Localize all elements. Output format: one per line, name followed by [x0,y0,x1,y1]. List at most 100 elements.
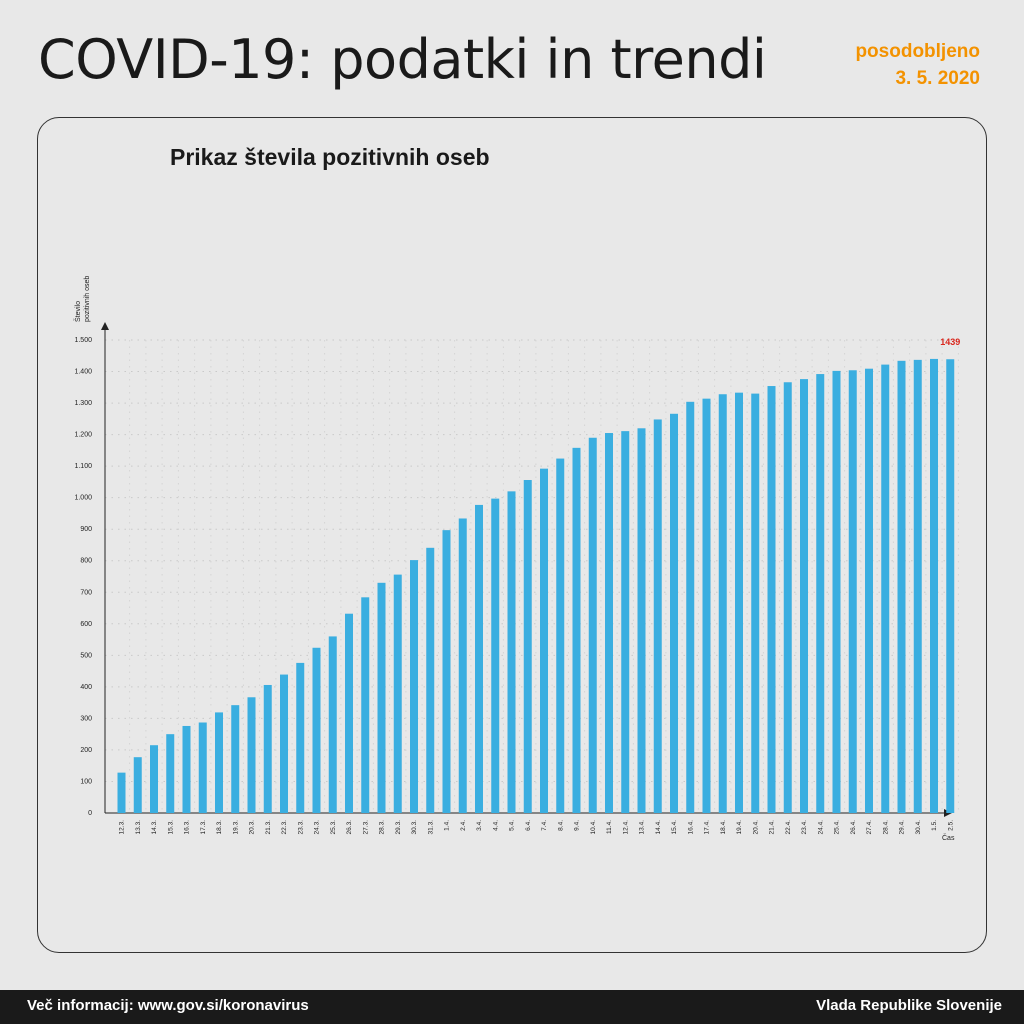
x-tick-label: 21.3. [265,820,272,835]
bar [881,364,890,813]
x-tick-label: 13.3. [135,820,142,835]
y-axis-label: Število [73,301,82,322]
x-tick-label: 7.4. [541,820,548,831]
x-tick-label: 3.4. [476,820,483,831]
x-tick-label: 19.4. [736,820,743,835]
bar [442,530,451,813]
x-tick-label: 16.3. [184,820,191,835]
x-tick-label: 18.3. [216,820,223,835]
bar [328,636,337,813]
x-tick-label: 27.3. [362,820,369,835]
bar [312,647,321,813]
x-tick-label: 12.3. [119,820,126,835]
bar [621,431,630,813]
x-tick-label: 14.4. [655,820,662,835]
x-tick-label: 8.4. [557,820,564,831]
bar [133,757,142,813]
page-title: COVID-19: podatki in trendi [38,28,767,91]
x-tick-label: 22.3. [281,820,288,835]
bar [946,359,955,813]
bar [816,374,825,813]
x-tick-label: 29.3. [395,820,402,835]
bar [117,772,126,813]
x-tick-label: 26.4. [850,820,857,835]
x-tick-label: 24.4. [817,820,824,835]
x-tick-label: 27.4. [866,820,873,835]
x-tick-label: 17.3. [200,820,207,835]
x-axis-label: Čas [942,833,955,842]
bar [540,468,548,813]
y-tick-label: 800 [80,558,92,565]
y-tick-label: 400 [80,684,92,691]
y-tick-label: 1.400 [74,369,92,376]
bar [767,386,776,813]
bar [637,428,646,813]
bar [523,480,532,813]
bar [426,547,435,813]
x-tick-label: 23.4. [801,820,808,835]
x-tick-label: 14.3. [151,820,158,835]
x-tick-label: 15.3. [167,820,174,835]
chart-title: Prikaz števila pozitivnih oseb [170,144,490,170]
y-tick-label: 500 [80,652,92,659]
bar [588,437,597,813]
bar [556,458,565,813]
bar [296,662,305,813]
y-tick-label: 200 [80,747,92,754]
footer-bar: Več informacij: www.gov.si/koronavirus V… [0,990,1024,1024]
y-axis-label: pozitivnih oseb [84,276,91,322]
y-tick-label: 1.000 [74,495,92,502]
bar [897,360,906,813]
bar [930,358,938,813]
bar [865,368,873,813]
bar [166,734,175,813]
x-tick-label: 30.3. [411,820,418,835]
bar [913,359,922,813]
x-tick-label: 5.4. [509,820,516,831]
updated-label: posodobljeno [855,41,980,62]
bar [377,582,386,813]
bar [702,398,711,813]
x-tick-label: 31.3. [427,820,434,835]
x-tick-label: 29.4. [899,820,906,835]
bar [686,401,695,813]
bar [507,491,516,813]
bar [718,394,727,813]
bar [832,370,841,813]
bar [247,697,256,813]
x-tick-label: 25.4. [834,820,841,835]
x-tick-label: 11.4. [606,820,613,834]
x-tick-label: 30.4. [915,820,922,835]
y-tick-label: 0 [88,810,92,817]
x-tick-label: 9.4. [574,820,581,831]
bar [361,597,370,813]
x-tick-label: 25.3. [330,820,337,835]
updated-date: 3. 5. 2020 [895,68,980,89]
bar [345,613,353,813]
y-tick-label: 1.200 [74,432,92,439]
bar [572,447,581,813]
footer-info-link[interactable]: Več informacij: www.gov.si/koronavirus [27,997,309,1014]
y-axis-arrow [101,322,109,330]
bar [735,392,743,813]
bar [458,518,467,813]
x-tick-label: 20.4. [752,820,759,835]
y-tick-label: 100 [80,778,92,785]
x-tick-label: 16.4. [687,820,694,835]
chart-card [37,117,987,953]
bar [848,370,857,813]
x-tick-label: 4.4. [492,820,499,831]
x-tick-label: 18.4. [720,820,727,835]
bar [263,684,272,813]
x-tick-label: 1.5. [931,820,938,831]
bar [653,419,662,813]
x-tick-label: 20.3. [249,820,256,835]
bar [198,722,207,813]
bar [800,379,808,813]
bar [475,504,483,813]
y-tick-label: 700 [80,589,92,596]
y-tick-label: 300 [80,715,92,722]
x-tick-label: 2.5. [947,820,954,831]
y-tick-label: 1.500 [74,337,92,344]
update-info: posodobljeno 3. 5. 2020 [855,38,980,92]
